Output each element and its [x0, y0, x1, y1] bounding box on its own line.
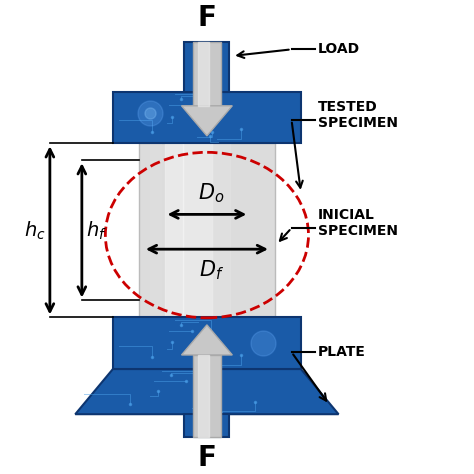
- Text: $D_o$: $D_o$: [199, 182, 225, 205]
- Polygon shape: [184, 42, 229, 91]
- Text: $h_f$: $h_f$: [86, 219, 107, 242]
- Polygon shape: [75, 369, 338, 414]
- Polygon shape: [184, 414, 229, 437]
- Text: TESTED
SPECIMEN: TESTED SPECIMEN: [318, 100, 398, 130]
- Polygon shape: [182, 325, 232, 355]
- Polygon shape: [113, 318, 301, 369]
- Polygon shape: [139, 144, 274, 318]
- Polygon shape: [193, 355, 221, 437]
- Polygon shape: [193, 42, 221, 106]
- Text: F: F: [198, 444, 216, 472]
- Text: $D_f$: $D_f$: [199, 259, 224, 282]
- Text: F: F: [198, 4, 216, 32]
- Polygon shape: [113, 91, 301, 144]
- Text: $h_c$: $h_c$: [25, 219, 46, 242]
- Text: INICIAL
SPECIMEN: INICIAL SPECIMEN: [318, 208, 398, 238]
- Text: PLATE: PLATE: [318, 345, 366, 359]
- Polygon shape: [182, 106, 232, 136]
- Text: LOAD: LOAD: [318, 42, 360, 56]
